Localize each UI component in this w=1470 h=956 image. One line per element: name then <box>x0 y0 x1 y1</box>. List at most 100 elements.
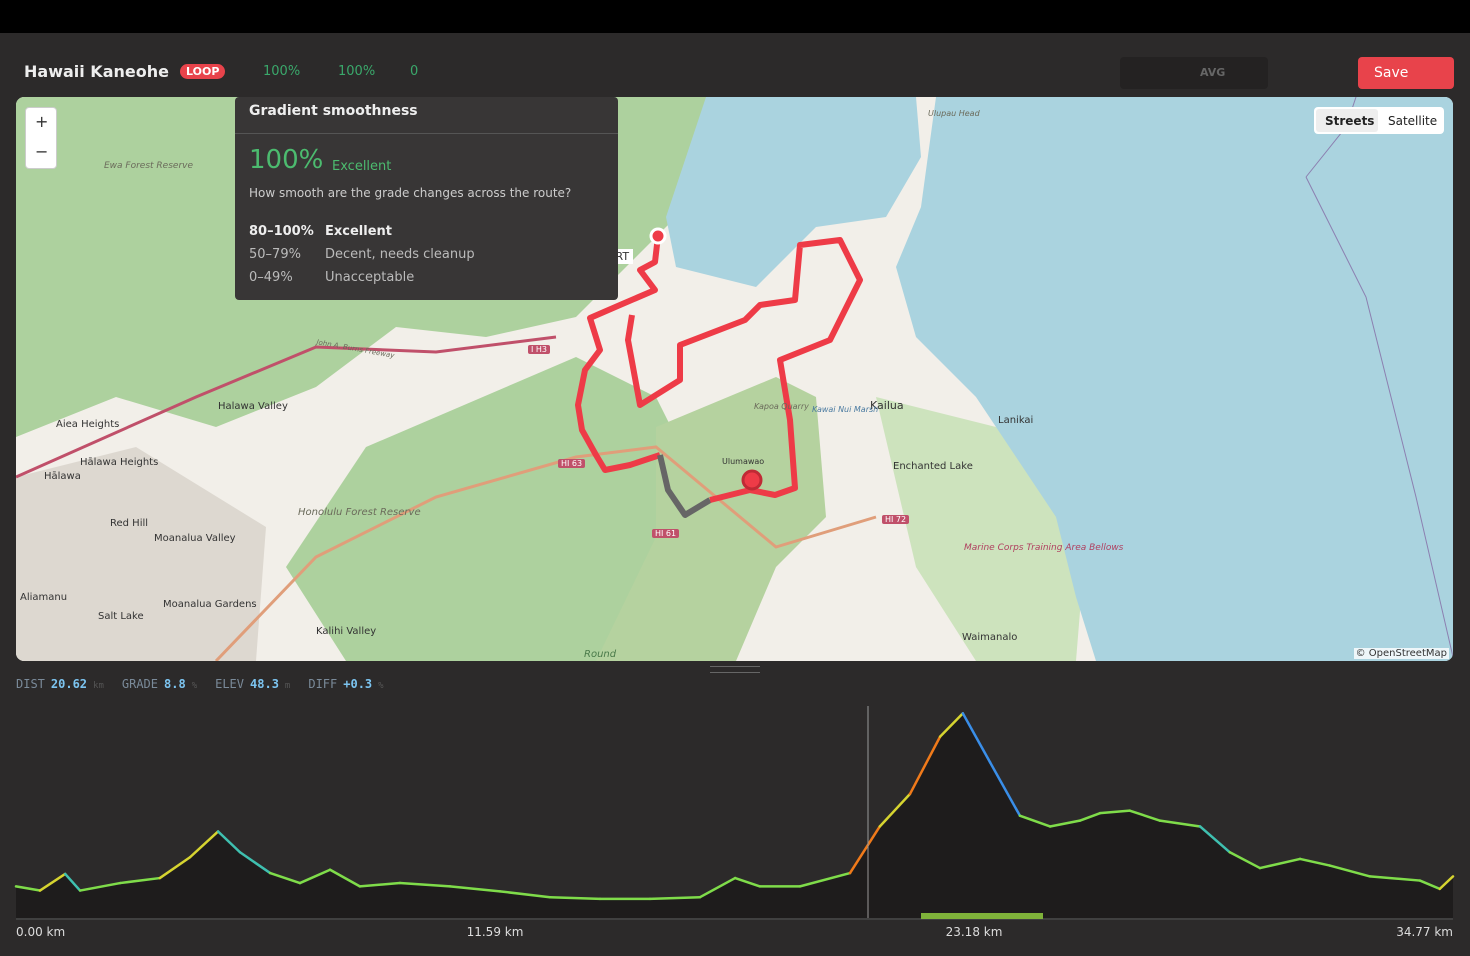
boundary <box>1305 176 1453 658</box>
map-label: Aiea Heights <box>56 419 120 430</box>
stat-label: DIFF <box>308 677 338 691</box>
elevation-segment <box>1328 864 1372 878</box>
resize-handle[interactable] <box>710 666 760 673</box>
map-label: Round <box>584 649 617 660</box>
map-label: Hālawa Heights <box>80 457 159 468</box>
elevation-segment <box>878 792 912 828</box>
map-label: Kailua <box>870 399 904 412</box>
elevation-segment <box>328 868 362 888</box>
elevation-segment <box>908 735 942 796</box>
elevation-segment <box>448 885 502 893</box>
route-title[interactable]: Hawaii Kaneohe <box>24 62 169 81</box>
road-label: I H3 <box>528 345 551 354</box>
bay <box>666 97 921 287</box>
elevation-segment <box>1048 819 1082 828</box>
tooltip-range: 0–49% <box>249 270 293 285</box>
tooltip-desc: Excellent <box>325 224 392 239</box>
x-tick-label: 11.59 km <box>467 925 524 939</box>
climb-section <box>921 913 1043 919</box>
elevation-chart[interactable]: 0.00 km 11.59 km 23.18 km 34.77 km <box>0 700 1470 956</box>
forest <box>286 357 716 661</box>
smoothness[interactable]: 100% <box>263 64 301 79</box>
elevation-segment <box>1438 875 1455 891</box>
stat-unit: % <box>378 681 384 691</box>
elevation-segment <box>698 876 737 899</box>
x-tick-label: 34.77 km <box>1396 925 1453 939</box>
elevation-segment <box>1228 851 1262 870</box>
stat-label: ELEV <box>215 677 245 691</box>
elevation-segment <box>1418 879 1442 891</box>
elevation-segment <box>63 872 82 892</box>
map-label: Waimanalo <box>962 632 1018 643</box>
tooltip-range: 80–100% <box>249 224 314 239</box>
zoom-control <box>25 107 57 169</box>
elevation-segment <box>1078 811 1102 822</box>
elevation-segment <box>158 856 192 880</box>
streets-bg[interactable] <box>1316 109 1378 132</box>
elevation-segment <box>938 712 965 738</box>
save-button-bg[interactable] <box>1358 57 1454 89</box>
ocean <box>896 97 1453 661</box>
stat-value: 20.62 <box>50 677 88 691</box>
elevation-segment <box>1258 857 1302 870</box>
elevation-segment <box>268 871 302 885</box>
tooltip-rating: Excellent <box>332 159 392 174</box>
elevation-segment <box>188 830 220 859</box>
consistency[interactable]: 100% <box>338 64 376 79</box>
tooltip-desc: Decent, needs cleanup <box>325 247 475 262</box>
loop-badge: LOOP <box>180 64 226 79</box>
elevation-segment <box>118 876 162 885</box>
stat-unit: km <box>93 681 104 691</box>
elevation-segment <box>548 895 602 901</box>
map-label: Kalihi Valley <box>316 626 377 637</box>
route <box>575 235 661 473</box>
stat-value: +0.3 <box>343 677 373 691</box>
freeway <box>16 335 557 479</box>
map-label: Halawa Valley <box>218 401 288 412</box>
stat-value: 48.3 <box>250 677 279 691</box>
map[interactable]: Ewa Forest Reserve Aiea Heights Hālawa H… <box>16 97 1453 661</box>
elevation-segment <box>298 868 332 885</box>
map-layer <box>16 97 1453 661</box>
elevation-segment <box>38 872 67 892</box>
route-start[interactable] <box>649 227 667 245</box>
highway <box>214 445 877 661</box>
elevation-segment <box>1098 809 1132 815</box>
road-label: HI 72 <box>882 515 910 524</box>
attribution: © OpenStreetMap <box>1353 648 1449 659</box>
stat-unit: m <box>284 681 291 691</box>
map-label: Kapoa Quarry <box>754 402 809 411</box>
route-unpaved <box>657 454 712 518</box>
road-label: HI 61 <box>652 529 680 538</box>
top-bar <box>0 0 1470 33</box>
toolbar <box>1120 57 1268 89</box>
cursor-marker <box>741 469 763 491</box>
stat-value: 8.8 <box>164 677 186 691</box>
avg-button[interactable]: AVG <box>1200 66 1226 79</box>
elevation-segment <box>1198 825 1232 854</box>
elevation-segment <box>648 895 702 901</box>
map-label: Salt Lake <box>98 611 144 622</box>
satellite-button[interactable]: Satellite <box>1388 114 1438 128</box>
tooltip-score: 100% <box>249 145 324 175</box>
elevation-segment <box>78 881 122 892</box>
elevation-segment <box>1368 875 1422 882</box>
zoom-out[interactable]: − <box>35 142 49 161</box>
park <box>876 397 1086 661</box>
elevation-segment <box>238 851 272 875</box>
tooltip: Gradient smoothness 100% Excellent How s… <box>235 97 618 300</box>
elevation-segment <box>14 885 42 892</box>
elevation-segment <box>1128 809 1162 822</box>
route <box>625 237 863 503</box>
elevation-segment <box>733 876 762 888</box>
map-label: Hālawa <box>44 471 81 482</box>
zoom-in[interactable]: + <box>35 112 49 131</box>
elevation-segment <box>798 871 852 888</box>
warnings[interactable]: 0 <box>410 64 419 79</box>
save-button[interactable]: Save <box>1374 65 1409 81</box>
tooltip-question: How smooth are the grade changes across … <box>249 186 572 200</box>
map-label: Ewa Forest Reserve <box>104 161 194 171</box>
streets-button[interactable]: Streets <box>1325 114 1375 128</box>
map-label: Ulupau Head <box>928 109 980 118</box>
elevation-segment <box>1158 819 1202 828</box>
